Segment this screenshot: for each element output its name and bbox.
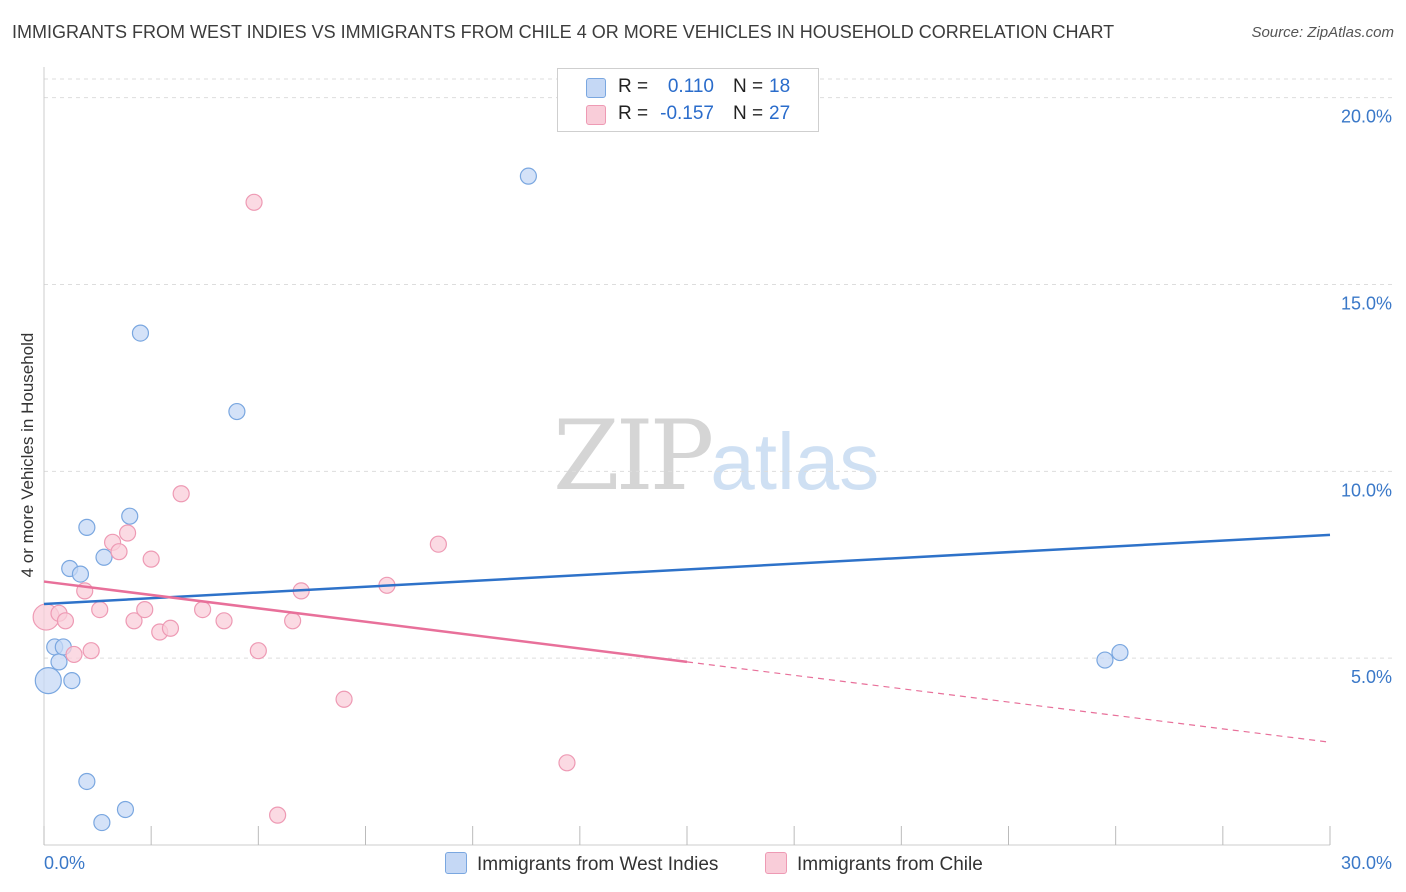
- chile-point: [82, 642, 100, 660]
- chile-point: [172, 485, 190, 503]
- stats-legend-row-west-indies: R = 0.110 N = 18: [558, 74, 818, 100]
- n-label: N =: [733, 76, 764, 97]
- chile-point: [249, 642, 267, 660]
- chile-trend-line: [43, 580, 688, 664]
- y-tick-label: 10.0%: [1341, 480, 1392, 500]
- chile-legend-swatch: [765, 852, 787, 874]
- chile-point: [110, 543, 128, 561]
- x-tick-label-max: 30.0%: [1341, 853, 1392, 873]
- chile-point: [429, 535, 447, 553]
- watermark-atlas: atlas: [710, 417, 880, 506]
- chile-point: [136, 600, 154, 619]
- chile-point: [161, 619, 180, 637]
- chile-swatch: [586, 105, 606, 125]
- chile-point: [215, 612, 233, 630]
- watermark-zip: ZIP: [553, 400, 714, 512]
- west-indies-point: [131, 324, 150, 342]
- chile-point: [245, 193, 263, 211]
- chile-point: [65, 645, 83, 664]
- n-value: 18: [769, 76, 791, 97]
- x-tick-label-min: 0.0%: [44, 853, 85, 873]
- west-indies-point: [519, 167, 537, 185]
- series-legend-west-indies: Immigrants from West Indies: [445, 852, 718, 876]
- stats-legend: R = 0.110 N = 18 R = -0.157 N = 27: [557, 68, 819, 132]
- r-label: R =: [618, 103, 649, 124]
- west-indies-point: [121, 507, 139, 525]
- chile-point: [91, 600, 109, 619]
- chile-trend-line-dashed: [686, 661, 1331, 743]
- west-indies-point: [78, 772, 96, 791]
- west-indies-point: [34, 666, 62, 695]
- source-label: Source: ZipAtlas.com: [1251, 24, 1394, 41]
- y-tick-label: 15.0%: [1341, 294, 1392, 314]
- west-indies-point: [116, 800, 135, 819]
- chile-point: [125, 612, 143, 630]
- chile-point: [558, 754, 576, 772]
- west-indies-legend-swatch: [445, 852, 467, 874]
- west-indies-point: [1096, 651, 1114, 669]
- west-indies-point: [1111, 643, 1129, 662]
- y-tick-label: 5.0%: [1351, 667, 1392, 687]
- watermark: ZIPatlas: [553, 400, 879, 512]
- west-indies-point: [50, 653, 68, 671]
- chile-point: [194, 600, 212, 619]
- y-tick-label: 20.0%: [1341, 107, 1392, 127]
- n-value: 27: [769, 103, 791, 124]
- series-legend-chile: Immigrants from Chile: [765, 852, 983, 876]
- west-indies-point: [95, 548, 113, 566]
- west-indies-trend-line: [43, 533, 1331, 606]
- chile-point: [142, 550, 160, 568]
- stats-legend-row-chile: R = -0.157 N = 27: [558, 101, 818, 127]
- chile-point: [284, 612, 302, 630]
- west-indies-point: [71, 565, 90, 583]
- west-indies-point: [228, 402, 246, 421]
- chile-point: [118, 524, 137, 542]
- west-indies-point: [63, 671, 81, 690]
- chile-point: [269, 806, 287, 824]
- r-value: -0.157: [660, 103, 714, 124]
- west-indies-point: [78, 518, 96, 536]
- chile-point: [56, 612, 75, 630]
- r-value: 0.110: [667, 76, 714, 97]
- west-indies-swatch: [586, 78, 606, 98]
- west-indies-legend-label: Immigrants from West Indies: [477, 854, 719, 875]
- r-label: R =: [618, 76, 649, 97]
- chart-title: IMMIGRANTS FROM WEST INDIES VS IMMIGRANT…: [12, 22, 1115, 42]
- west-indies-point: [93, 813, 111, 832]
- n-label: N =: [733, 103, 764, 124]
- chile-point: [335, 690, 353, 708]
- chile-legend-label: Immigrants from Chile: [797, 854, 983, 875]
